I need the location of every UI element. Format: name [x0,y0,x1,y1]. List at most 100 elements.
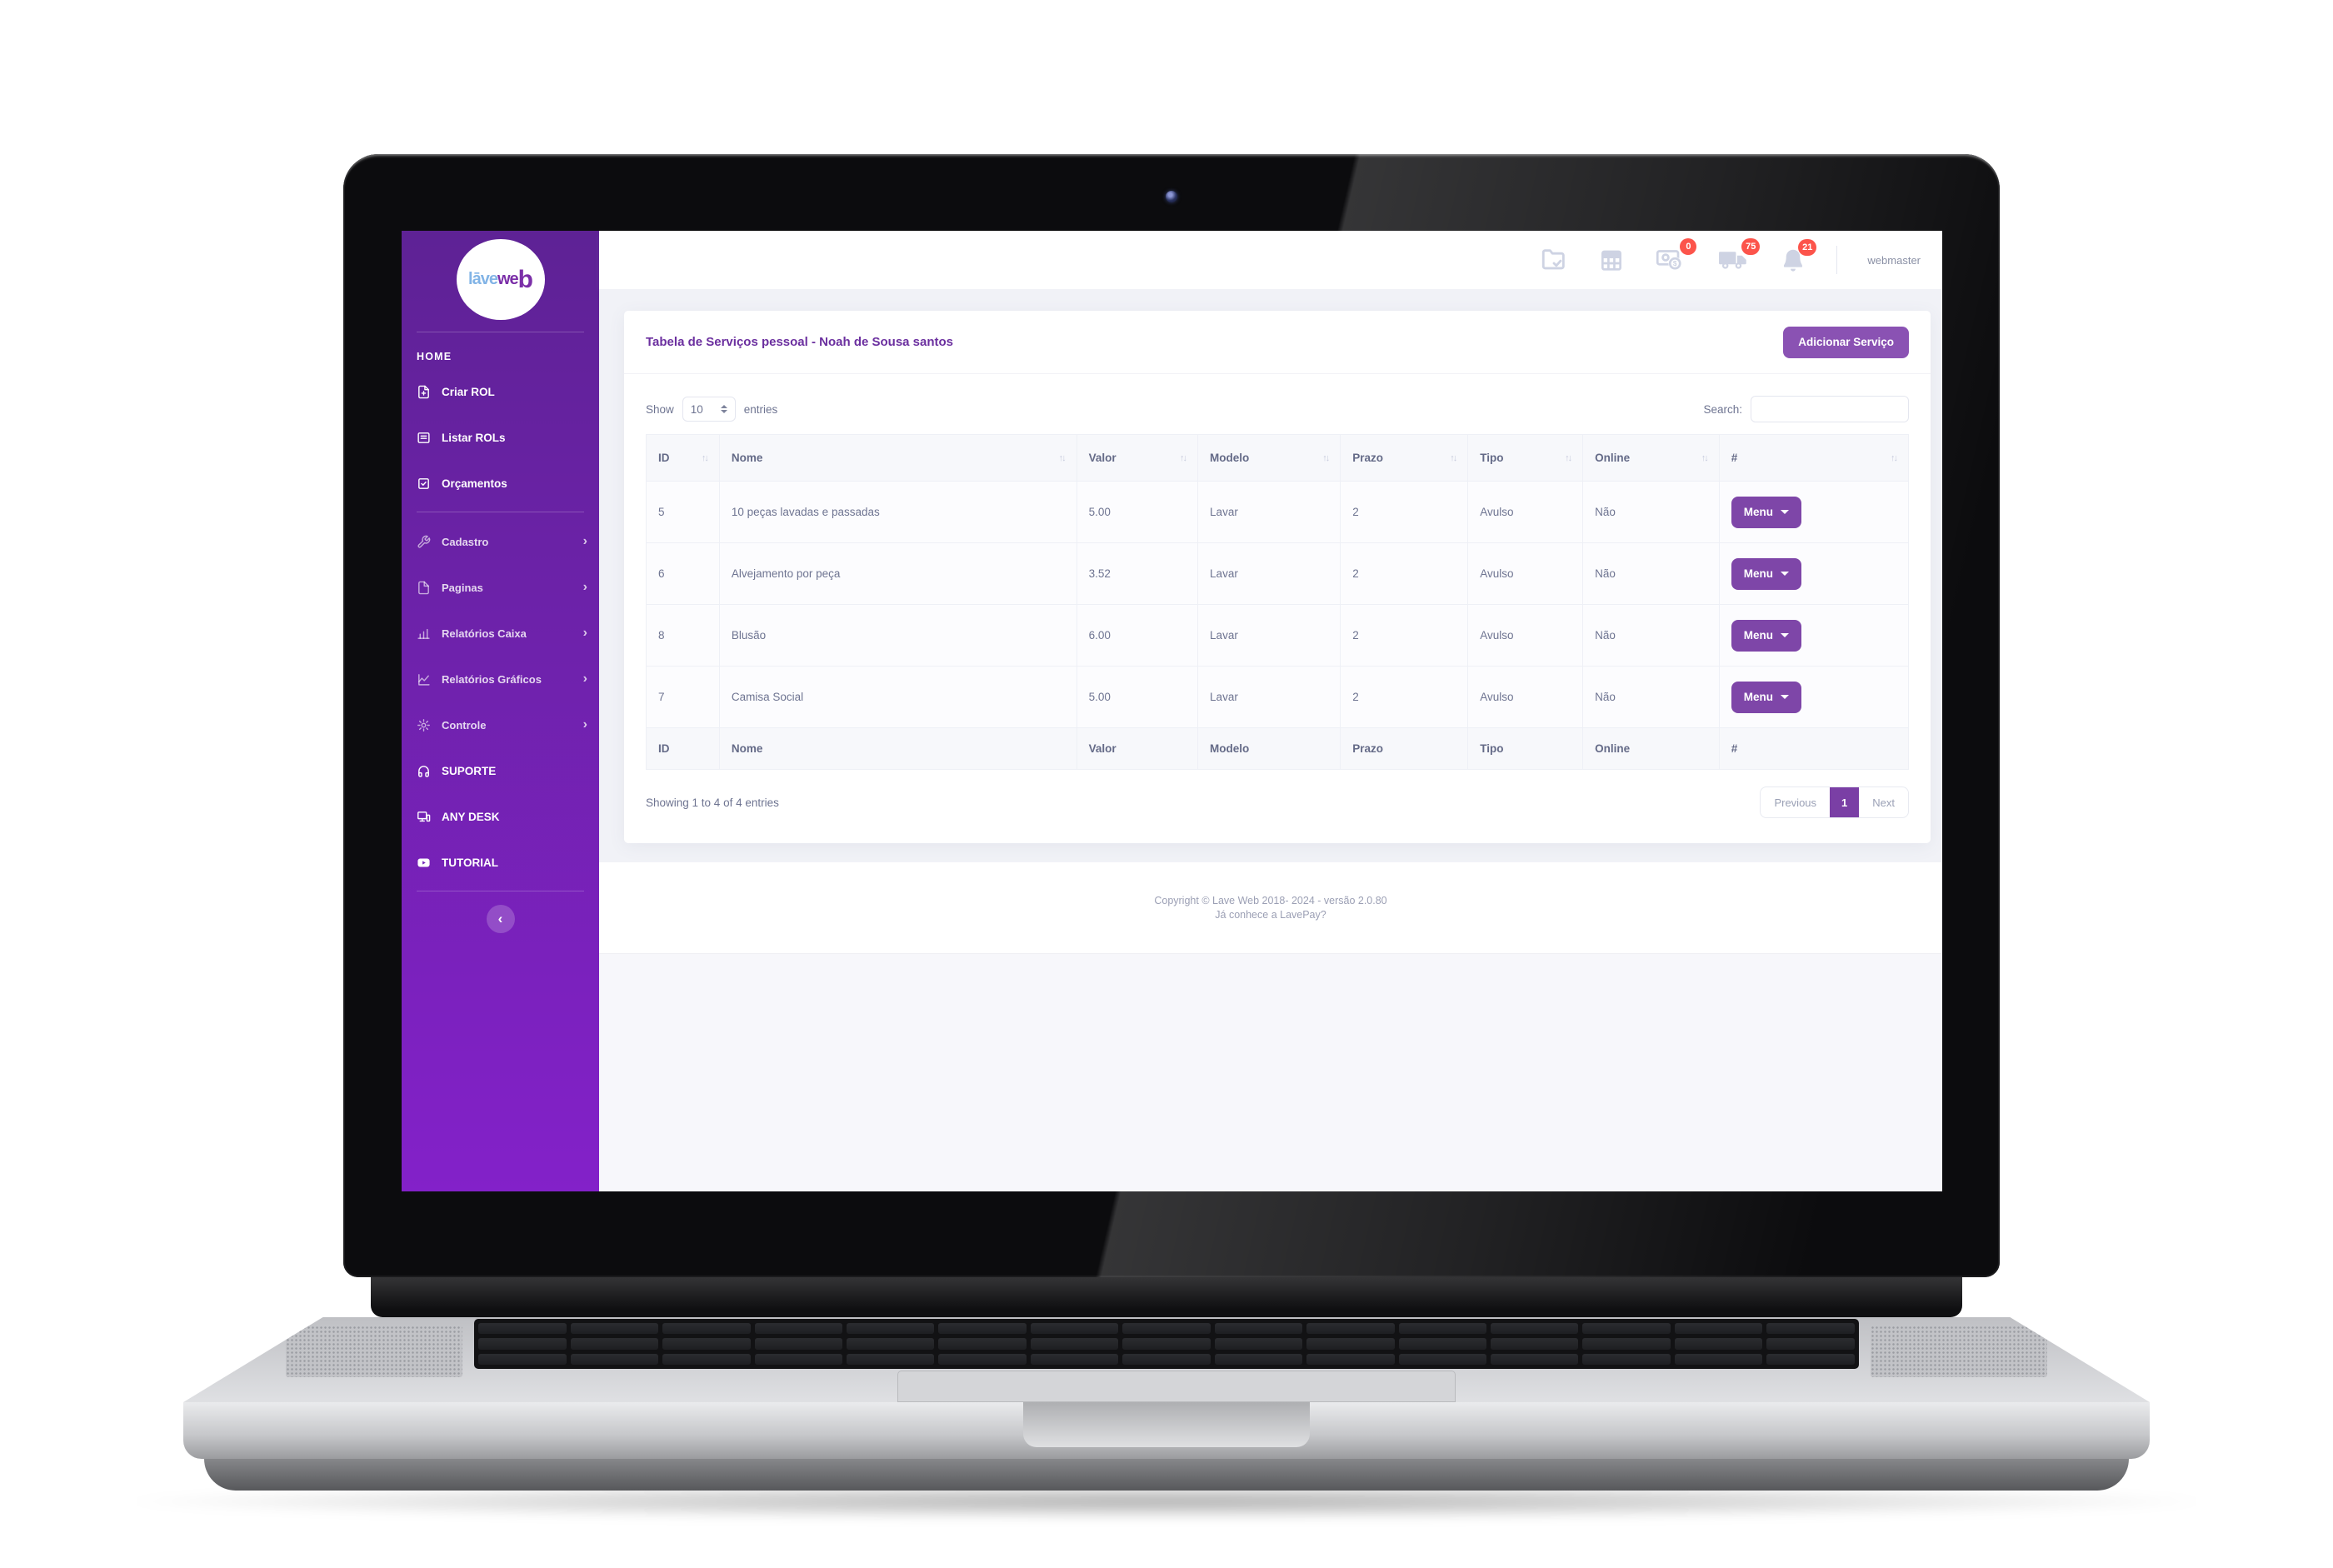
column-header-id[interactable]: ID ↑↓ [646,434,720,482]
laptop-front-edge [183,1402,2150,1459]
laptop-key [570,1353,659,1365]
column-header-prazo[interactable]: Prazo ↑↓ [1340,434,1469,482]
notification-badge: 75 [1741,238,1761,255]
laptop-key [1122,1338,1211,1350]
chevron-right-icon: › [582,534,587,548]
laptop-key [662,1353,751,1365]
column-header-tipo[interactable]: Tipo ↑↓ [1467,434,1584,482]
sidebar-item-any-desk[interactable]: ANY DESK [402,800,599,833]
speaker-grille-left [285,1326,463,1377]
topbar-delivery-button[interactable]: 75 [1716,238,1761,275]
laptop-key [846,1323,935,1335]
laptop-key [662,1323,751,1335]
sort-icon: ↑↓ [1450,453,1457,463]
cell-online: Não [1582,542,1720,605]
table-foot: ID Nome Valor Modelo Prazo Tipo Online # [646,727,1910,770]
topbar: $ 0 75 21 webmaster [599,231,1942,289]
sort-icon: ↑↓ [1891,453,1898,463]
entries-per-page-select[interactable]: 10 [682,397,736,422]
laptop-key [1030,1353,1119,1365]
row-menu-button[interactable]: Menu [1731,619,1801,652]
laptop-trackpad [897,1371,1456,1402]
logo-text-purple-big: b [517,265,533,293]
footer-header-online: Online [1582,727,1720,770]
bar-chart-icon [417,627,431,641]
laptop-key [1674,1338,1763,1350]
column-header-modelo[interactable]: Modelo ↑↓ [1197,434,1341,482]
entries-per-page-value: 10 [690,402,703,416]
row-menu-button[interactable]: Menu [1731,496,1801,528]
topbar-table-button[interactable] [1598,247,1625,273]
table-head: ID ↑↓ Nome ↑↓ Valor ↑↓ Modelo ↑↓ Prazo ↑↓ Tip… [646,434,1910,482]
column-header-actions[interactable]: # ↑↓ [1718,434,1910,482]
cell-valor: 6.00 [1076,604,1199,667]
footer-header-id: ID [646,727,720,770]
laptop-key [754,1323,842,1335]
column-header-online[interactable]: Online ↑↓ [1582,434,1720,482]
sort-icon: ↑↓ [701,453,709,463]
sidebar-item-listar-rols[interactable]: Listar ROLs [402,421,599,454]
sidebar-item-relatorios-caixa[interactable]: Relatórios Caixa › [402,617,599,650]
truck-icon [1719,252,1747,269]
sidebar-item-orcamentos[interactable]: Orçamentos [402,467,599,500]
user-menu[interactable]: webmaster [1867,253,1921,267]
sidebar-item-home[interactable]: HOME [417,351,452,362]
pagination-previous[interactable]: Previous [1774,796,1817,809]
laptop-key [1766,1323,1855,1335]
cell-tipo: Avulso [1467,604,1584,667]
cell-actions: Menu [1718,542,1910,605]
file-icon [417,581,431,595]
chevron-right-icon: › [582,580,587,594]
table-controls: Show 10 entries Search: [646,396,1909,422]
pagination-next[interactable]: Next [1872,796,1895,809]
cell-nome: Blusão [718,604,1077,667]
laptop-lid: lāve we b HOME Criar ROL Lista [343,154,2000,1277]
table-body: 5 10 peças lavadas e passadas 5.00 Lavar… [646,481,1910,728]
search-input[interactable] [1751,396,1909,422]
sidebar-item-tutorial[interactable]: TUTORIAL [402,846,599,879]
cell-id: 6 [646,542,720,605]
footer-header-tipo: Tipo [1467,727,1584,770]
laptop-key [662,1338,751,1350]
sort-icon: ↑↓ [1701,453,1709,463]
caret-down-icon [1780,572,1789,576]
sidebar-item-relatorios-graficos[interactable]: Relatórios Gráficos › [402,662,599,696]
speaker-grille-right [1870,1326,2048,1377]
wrench-icon [417,535,431,549]
topbar-payments-button[interactable]: $ 0 [1655,238,1697,275]
row-menu-button[interactable]: Menu [1731,681,1801,713]
cell-valor: 3.52 [1076,542,1199,605]
bell-icon [1784,249,1803,272]
sidebar-item-controle[interactable]: Controle › [402,708,599,742]
sidebar-item-suporte[interactable]: SUPORTE [402,754,599,787]
logo-text-purple: we [497,270,519,288]
cell-tipo: Avulso [1467,666,1584,728]
cell-actions: Menu [1718,666,1910,728]
laptop-key [1398,1353,1486,1365]
add-service-button[interactable]: Adicionar Serviço [1783,326,1909,358]
entries-control: Show 10 entries [646,397,777,422]
topbar-divider [1836,246,1838,274]
search-label: Search: [1703,402,1742,416]
column-header-valor[interactable]: Valor ↑↓ [1076,434,1199,482]
cell-nome: Alvejamento por peça [718,542,1077,605]
sidebar-item-criar-rol[interactable]: Criar ROL [402,375,599,408]
table-row: 5 10 peças lavadas e passadas 5.00 Lavar… [646,481,1910,543]
sort-icon: ↑↓ [1058,453,1067,463]
caret-down-icon [1780,633,1789,637]
sidebar-collapse-button[interactable]: ‹ [486,905,515,933]
laptop-key [570,1338,659,1350]
main-content: Tabela de Serviços pessoal - Noah de Sou… [599,289,1942,1191]
app-logo[interactable]: lāve we b [456,239,545,320]
topbar-notifications-button[interactable]: 21 [1780,239,1817,274]
column-header-nome[interactable]: Nome ↑↓ [718,434,1077,482]
topbar-folder-button[interactable] [1540,246,1568,274]
table-footer-row: ID Nome Valor Modelo Prazo Tipo Online # [646,727,1910,770]
laptop-key [1306,1338,1395,1350]
sidebar-item-label: Orçamentos [442,477,507,490]
sort-icon: ↑↓ [1565,453,1572,463]
sidebar-item-cadastro[interactable]: Cadastro › [402,525,599,558]
sidebar-item-paginas[interactable]: Paginas › [402,571,599,604]
row-menu-button[interactable]: Menu [1731,557,1801,590]
pagination-page-1[interactable]: 1 [1830,787,1860,817]
